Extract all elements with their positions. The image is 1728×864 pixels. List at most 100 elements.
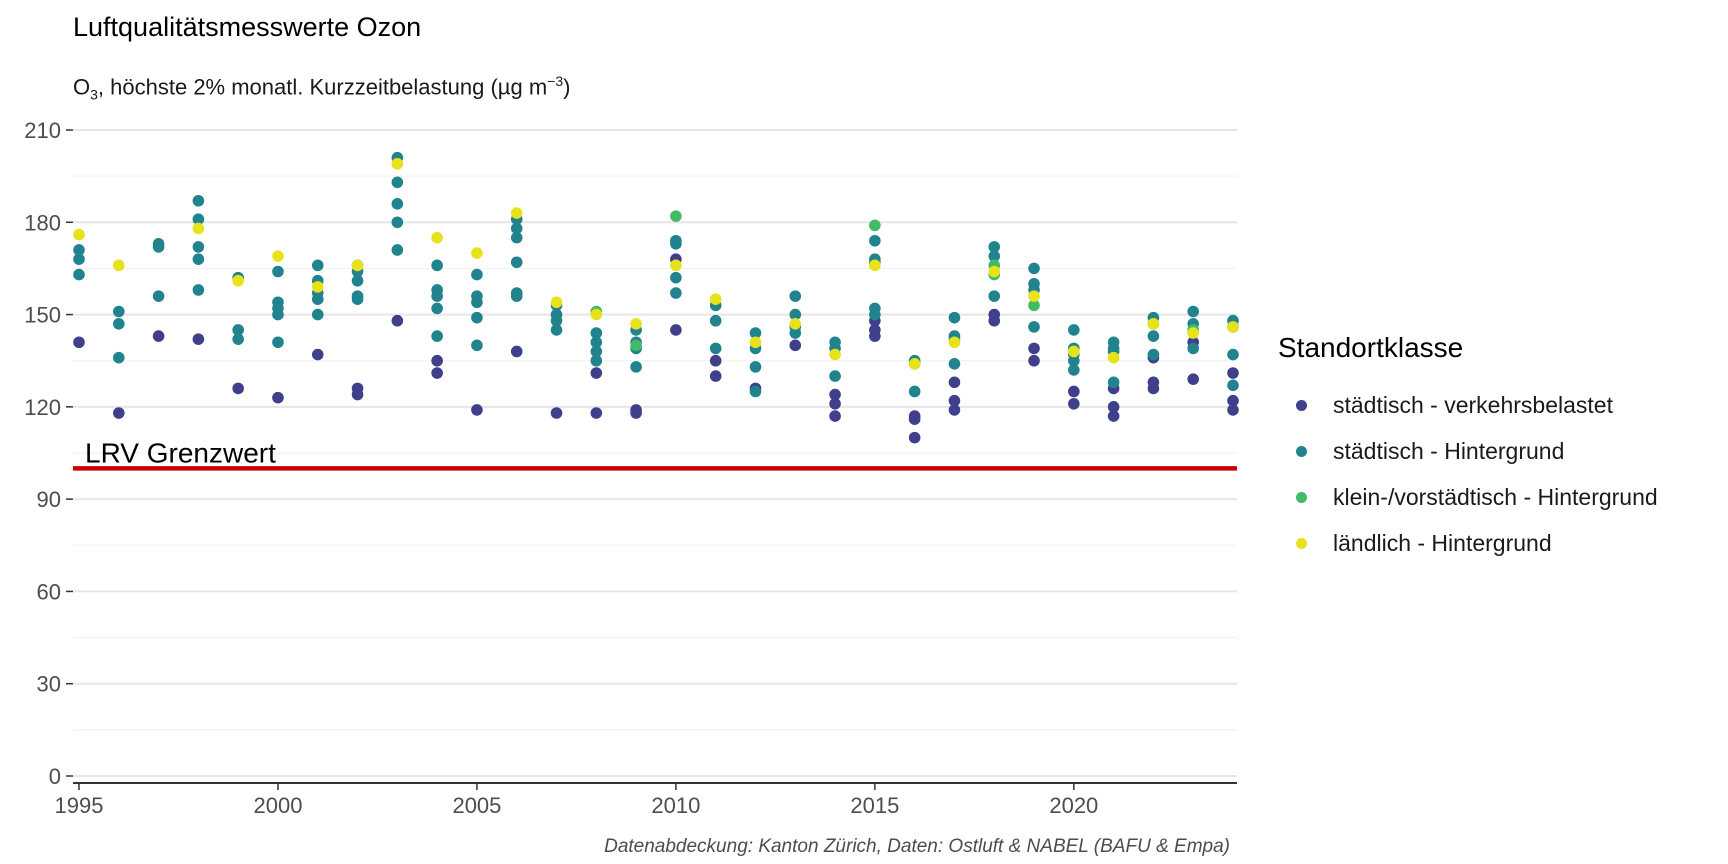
data-point — [431, 231, 443, 244]
data-point — [1028, 342, 1040, 355]
data-point — [311, 259, 324, 272]
data-point — [749, 336, 762, 349]
subtitle-sub: 3 — [90, 86, 98, 103]
data-point — [431, 290, 443, 302]
data-point — [1028, 262, 1040, 275]
data-point — [391, 314, 404, 327]
data-point — [749, 327, 762, 339]
data-point — [1107, 351, 1120, 364]
legend-label: klein-/vorstädtisch - Hintergrund — [1333, 483, 1658, 510]
data-point — [550, 296, 563, 309]
reference-line-label: LRV Grenzwert — [85, 437, 276, 468]
data-point — [590, 336, 603, 349]
data-point — [1068, 385, 1080, 398]
data-point — [311, 281, 324, 293]
chart-title: Luftqualitätsmesswerte Ozon — [73, 12, 422, 42]
legend-label: ländlich - Hintergrund — [1333, 529, 1552, 556]
legend-item: klein-/vorstädtisch - Hintergrund — [1278, 474, 1658, 520]
data-point — [829, 397, 841, 410]
data-point — [112, 351, 125, 364]
data-point — [988, 241, 1001, 253]
subtitle-sup: −3 — [547, 73, 564, 89]
data-point — [1028, 290, 1040, 302]
y-tick-label: 0 — [49, 764, 61, 789]
data-point — [232, 382, 244, 395]
y-tick-label: 120 — [24, 395, 61, 420]
data-point — [471, 404, 483, 416]
subtitle-o: O — [73, 74, 91, 100]
data-point — [73, 253, 85, 265]
data-point — [351, 259, 364, 272]
y-tick-label: 180 — [24, 210, 61, 235]
data-point — [1227, 321, 1239, 333]
data-point — [630, 407, 642, 419]
data-point — [431, 302, 443, 315]
data-point — [351, 293, 364, 305]
data-point — [948, 394, 961, 407]
data-point — [73, 268, 85, 281]
data-point — [1227, 404, 1239, 416]
data-point — [192, 253, 205, 265]
x-tick-label: 2015 — [850, 793, 899, 818]
data-point — [709, 314, 722, 327]
data-point — [948, 404, 961, 416]
x-tick-label: 2005 — [452, 793, 501, 818]
data-point — [510, 222, 523, 235]
data-point — [1227, 379, 1239, 392]
x-tick-label: 2020 — [1049, 793, 1098, 818]
data-point — [391, 158, 404, 170]
data-point — [988, 290, 1001, 302]
data-point — [192, 213, 205, 226]
data-point — [948, 376, 961, 389]
data-point — [152, 290, 165, 302]
data-point — [670, 271, 682, 284]
data-point — [152, 241, 165, 253]
data-point — [1068, 397, 1080, 410]
data-point — [869, 219, 881, 232]
data-point — [590, 345, 603, 358]
plot-area: 0 30 60 90 120 150 180 210 LRV Grenzwert 1995 2000… — [24, 118, 1239, 818]
legend-dot-icon — [1296, 491, 1307, 503]
data-point — [1187, 342, 1200, 355]
data-point — [272, 250, 284, 262]
data-point — [391, 198, 404, 210]
y-tick-label: 150 — [24, 303, 61, 328]
caption: Datenabdeckung: Kanton Zürich, Daten: Os… — [604, 836, 1230, 857]
data-point — [1147, 330, 1160, 342]
data-point — [789, 308, 802, 321]
data-point — [431, 330, 443, 342]
data-point — [869, 234, 881, 247]
data-point — [709, 370, 722, 382]
data-point — [1028, 299, 1040, 312]
data-point — [670, 210, 682, 222]
legend-item: ländlich - Hintergrund — [1278, 520, 1658, 566]
data-point — [1147, 348, 1160, 361]
data-point — [431, 367, 443, 379]
data-point — [1187, 305, 1200, 318]
data-point — [112, 407, 125, 419]
data-point — [1147, 318, 1160, 330]
data-point — [749, 385, 762, 398]
data-point — [391, 176, 404, 189]
data-point — [590, 354, 603, 367]
data-point — [829, 410, 841, 422]
data-point — [630, 361, 642, 373]
y-tick-label: 30 — [37, 672, 61, 697]
data-point — [869, 259, 881, 272]
data-point — [431, 259, 443, 272]
data-point — [232, 274, 244, 287]
data-point — [471, 311, 483, 324]
data-point — [73, 336, 85, 349]
data-point — [1147, 382, 1160, 395]
data-point — [789, 327, 802, 339]
data-point — [630, 318, 642, 330]
subtitle-close: ) — [563, 74, 571, 100]
data-point — [272, 308, 284, 321]
data-point — [869, 308, 881, 321]
legend-dot-icon — [1296, 537, 1307, 549]
data-point — [988, 265, 1001, 278]
data-point — [272, 391, 284, 404]
data-point — [1227, 348, 1239, 361]
x-tick-label: 2010 — [651, 793, 700, 818]
legend-item: städtisch - verkehrsbelastet — [1278, 382, 1658, 428]
